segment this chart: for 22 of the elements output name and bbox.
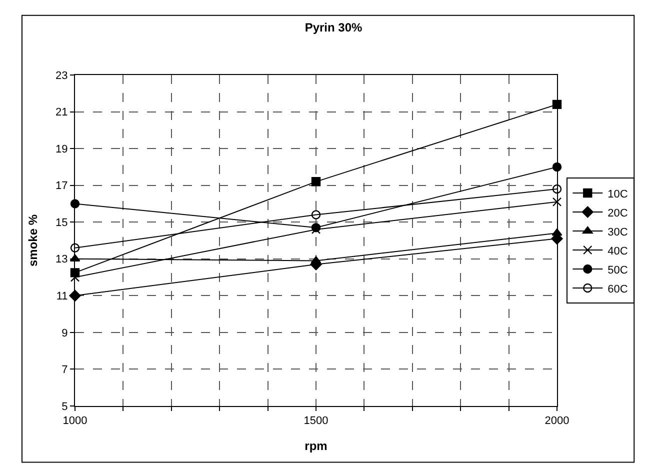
legend-label: 20C — [608, 207, 628, 220]
y-tick-label: 17 — [56, 180, 68, 192]
legend-label: 50C — [608, 264, 628, 276]
chart-title: Pyrin 30% — [304, 20, 363, 35]
y-tick-label: 5 — [62, 400, 68, 413]
x-tick-label: 2000 — [544, 415, 570, 428]
legend-label: 30C — [608, 226, 628, 238]
legend-label: 10C — [608, 188, 628, 200]
x-axis-title: rpm — [304, 439, 328, 454]
y-tick-label: 23 — [56, 70, 68, 82]
y-axis-title: smoke % — [26, 214, 40, 267]
y-tick-label: 11 — [56, 290, 68, 303]
y-tick-label: 13 — [56, 254, 68, 266]
y-tick-label: 9 — [62, 327, 68, 340]
legend-label: 60C — [608, 283, 628, 296]
x-tick-label: 1500 — [304, 415, 328, 428]
legend-label: 40C — [608, 245, 628, 258]
y-tick-label: 21 — [56, 106, 68, 119]
x-tick-label: 1000 — [62, 415, 88, 428]
y-tick-label: 15 — [56, 216, 68, 229]
y-tick-label: 19 — [56, 143, 68, 156]
y-tick-label: 7 — [62, 364, 68, 376]
